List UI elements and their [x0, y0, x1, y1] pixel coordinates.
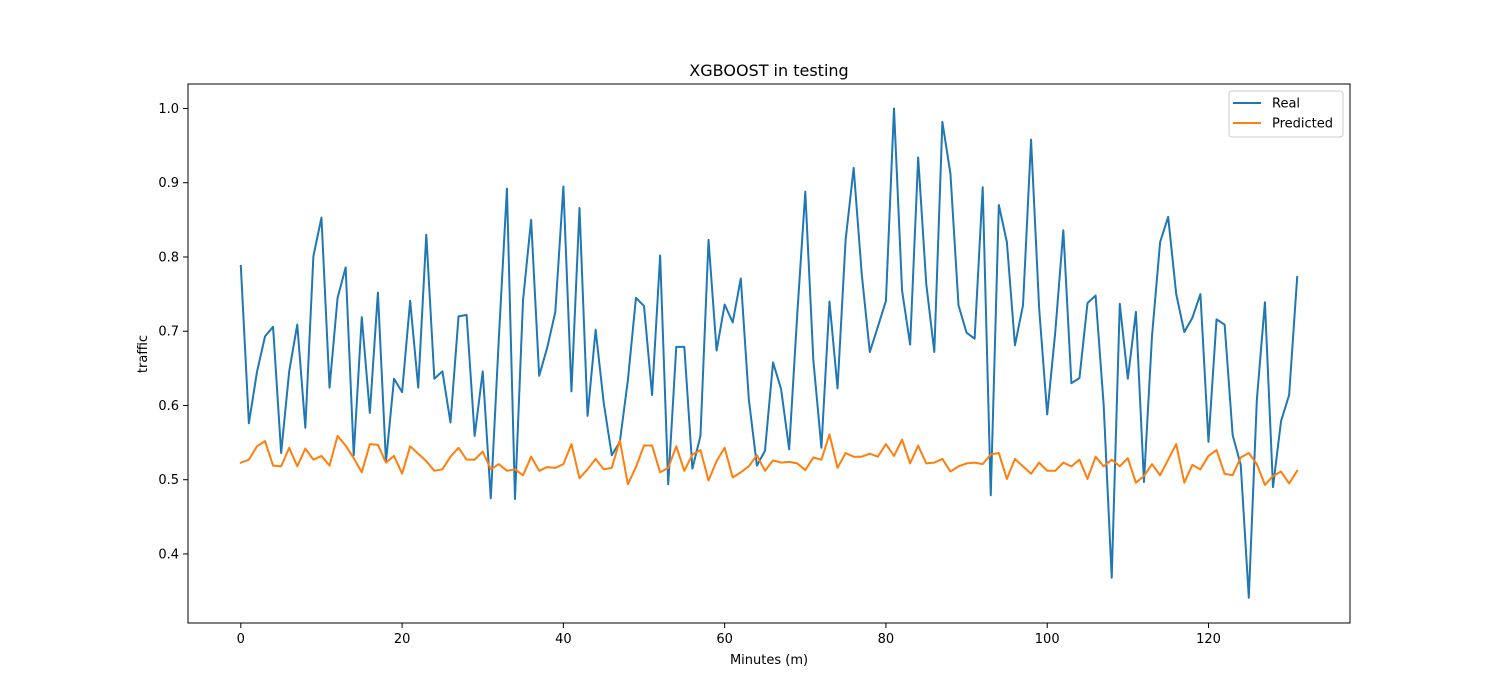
x-tick-label: 0: [237, 632, 245, 647]
x-axis-label: Minutes (m): [730, 653, 808, 668]
series-line-predicted: [239, 433, 1299, 486]
legend-label-real: Real: [1272, 97, 1300, 112]
y-tick-label: 0.7: [158, 325, 179, 340]
x-axis: 0 20 40 60 80 100 120: [237, 623, 1221, 647]
x-tick-label: 80: [878, 632, 895, 647]
legend: Real Predicted: [1228, 90, 1344, 138]
x-tick-label: 20: [394, 632, 411, 647]
plot-area: [187, 83, 1351, 624]
y-tick-label: 0.6: [158, 399, 179, 414]
x-tick-label: 60: [716, 632, 733, 647]
series-line-real: [239, 107, 1299, 599]
x-tick-label: 100: [1035, 632, 1060, 647]
y-tick-label: 0.9: [158, 176, 179, 191]
y-tick-label: 0.8: [158, 250, 179, 265]
legend-label-predicted: Predicted: [1272, 117, 1333, 132]
y-axis-label: traffic: [136, 335, 151, 373]
y-tick-label: 0.5: [158, 473, 179, 488]
chart-title: XGBOOST in testing: [689, 61, 848, 80]
y-axis: 0.4 0.5 0.6 0.7 0.8 0.9 1.0: [158, 102, 188, 562]
x-tick-label: 120: [1196, 632, 1221, 647]
y-tick-label: 0.4: [158, 547, 179, 562]
axes-frame: [187, 83, 1351, 624]
y-tick-label: 1.0: [158, 102, 179, 117]
x-tick-label: 40: [555, 632, 572, 647]
